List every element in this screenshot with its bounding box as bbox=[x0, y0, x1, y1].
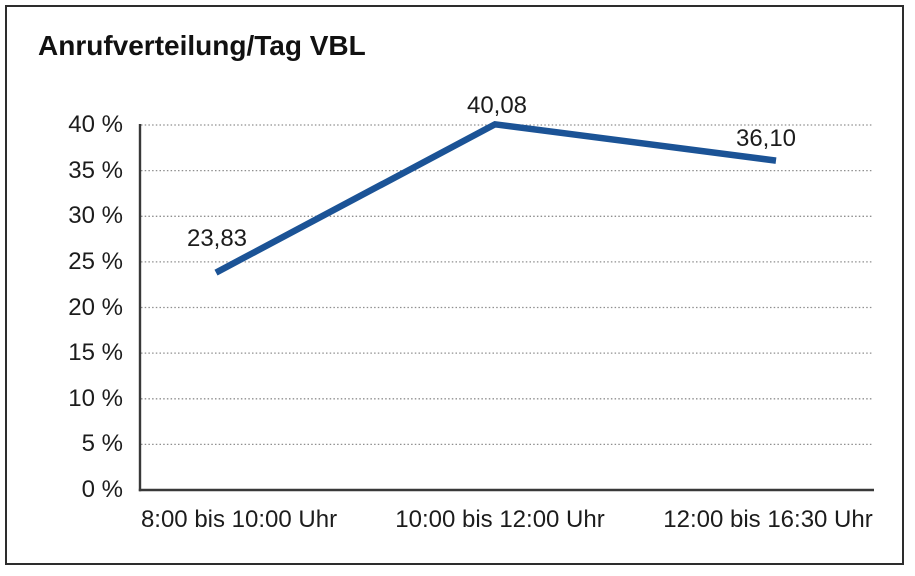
data-point-label: 23,83 bbox=[186, 225, 248, 252]
x-axis-category-label: 10:00 bis 12:00 Uhr bbox=[395, 506, 605, 533]
y-axis-tick-label: 35 % bbox=[68, 157, 123, 184]
y-axis-tick-label: 40 % bbox=[68, 111, 123, 138]
chart-title: Anrufverteilung/Tag VBL bbox=[38, 30, 366, 61]
chart-border-frame bbox=[5, 5, 904, 565]
y-axis-tick-label: 10 % bbox=[68, 385, 123, 412]
x-axis-category-label: 8:00 bis 10:00 Uhr bbox=[140, 506, 338, 533]
y-axis-tick-label: 20 % bbox=[68, 294, 123, 321]
data-point-label: 36,10 bbox=[735, 125, 797, 152]
data-point-label: 40,08 bbox=[466, 92, 528, 119]
gridlines-group bbox=[141, 124, 873, 446]
y-axis-tick-label: 25 % bbox=[68, 248, 123, 275]
y-axis-tick-label: 5 % bbox=[81, 430, 123, 457]
y-axis-tick-label: 30 % bbox=[68, 202, 123, 229]
data-series-line bbox=[214, 120, 777, 276]
y-axis-tick-label: 0 % bbox=[81, 476, 123, 503]
x-axis-category-label: 12:00 bis 16:30 Uhr bbox=[663, 506, 873, 533]
y-axis-tick-label: 15 % bbox=[68, 339, 123, 366]
